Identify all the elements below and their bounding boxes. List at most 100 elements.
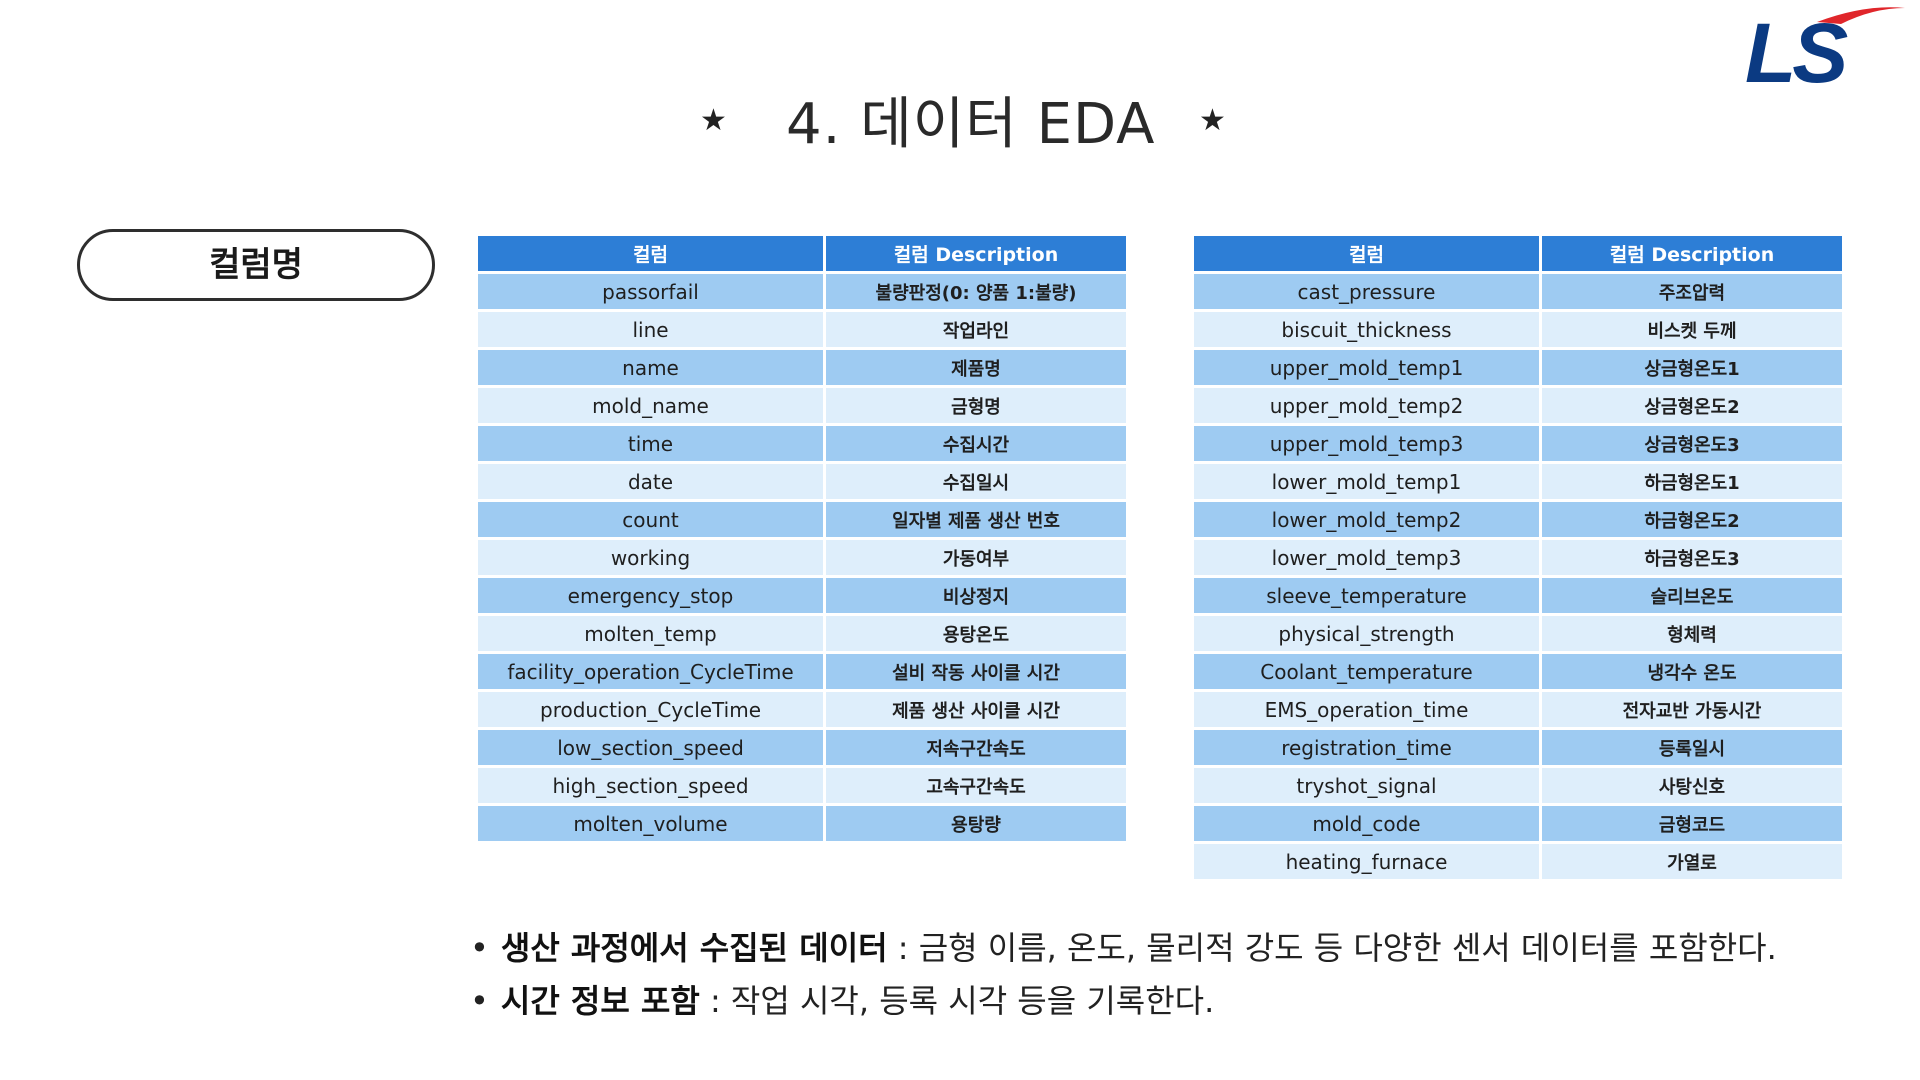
- star-icon: ★: [700, 103, 727, 138]
- table-row: EMS_operation_time 전자교반 가동시간: [1194, 692, 1842, 727]
- table-row: upper_mold_temp1 상금형온도1: [1194, 350, 1842, 385]
- table-row: count 일자별 제품 생산 번호: [478, 502, 1126, 537]
- column-name: physical_strength: [1194, 616, 1539, 651]
- description-header: 컬럼 Description: [1539, 236, 1842, 271]
- column-description: 제품명: [823, 350, 1126, 385]
- table-row: high_section_speed 고속구간속도: [478, 768, 1126, 803]
- table-row: Coolant_temperature 냉각수 온도: [1194, 654, 1842, 689]
- table-row: cast_pressure 주조압력: [1194, 274, 1842, 309]
- column-description: 제품 생산 사이클 시간: [823, 692, 1126, 727]
- column-description: 슬리브온도: [1539, 578, 1842, 613]
- column-description: 일자별 제품 생산 번호: [823, 502, 1126, 537]
- table-row: name 제품명: [478, 350, 1126, 385]
- ls-logo: LS: [1745, 6, 1905, 94]
- table-row: physical_strength 형체력: [1194, 616, 1842, 651]
- column-name: sleeve_temperature: [1194, 578, 1539, 613]
- column-name: molten_volume: [478, 806, 823, 841]
- column-table-right: 컬럼 컬럼 Description cast_pressure 주조압력 bisc…: [1194, 233, 1842, 882]
- column-description: 비스켓 두께: [1539, 312, 1842, 347]
- column-description: 비상정지: [823, 578, 1126, 613]
- table-row: passorfail 불량판정(0: 양품 1:불량): [478, 274, 1126, 309]
- column-description: 주조압력: [1539, 274, 1842, 309]
- table-row: upper_mold_temp2 상금형온도2: [1194, 388, 1842, 423]
- table-row: working 가동여부: [478, 540, 1126, 575]
- column-name: name: [478, 350, 823, 385]
- column-name: count: [478, 502, 823, 537]
- column-description: 수집시간: [823, 426, 1126, 461]
- table-row: mold_name 금형명: [478, 388, 1126, 423]
- table-row: production_CycleTime 제품 생산 사이클 시간: [478, 692, 1126, 727]
- table-header-row: 컬럼 컬럼 Description: [478, 236, 1126, 271]
- table-row: sleeve_temperature 슬리브온도: [1194, 578, 1842, 613]
- page-title: 4. 데이터 EDA: [786, 92, 1156, 157]
- column-description: 고속구간속도: [823, 768, 1126, 803]
- table-row: heating_furnace 가열로: [1194, 844, 1842, 879]
- column-name: passorfail: [478, 274, 823, 309]
- column-table-left: 컬럼 컬럼 Description passorfail 불량판정(0: 양품 1…: [478, 233, 1126, 844]
- table-row: low_section_speed 저속구간속도: [478, 730, 1126, 765]
- slide-title: ★ 4. 데이터 EDA ★: [0, 88, 1920, 162]
- table-row: upper_mold_temp3 상금형온도3: [1194, 426, 1842, 461]
- column-name: time: [478, 426, 823, 461]
- column-description: 등록일시: [1539, 730, 1842, 765]
- column-description: 전자교반 가동시간: [1539, 692, 1842, 727]
- table-row: lower_mold_temp1 하금형온도1: [1194, 464, 1842, 499]
- column-name: biscuit_thickness: [1194, 312, 1539, 347]
- column-description: 금형명: [823, 388, 1126, 423]
- table-row: registration_time 등록일시: [1194, 730, 1842, 765]
- table-row: date 수집일시: [478, 464, 1126, 499]
- column-description: 하금형온도1: [1539, 464, 1842, 499]
- column-name: upper_mold_temp3: [1194, 426, 1539, 461]
- table-header-row: 컬럼 컬럼 Description: [1194, 236, 1842, 271]
- column-description: 사탕신호: [1539, 768, 1842, 803]
- bullet-text: : 금형 이름, 온도, 물리적 강도 등 다양한 센서 데이터를 포함한다.: [887, 929, 1777, 967]
- table-row: molten_temp 용탕온도: [478, 616, 1126, 651]
- column-description: 저속구간속도: [823, 730, 1126, 765]
- column-name: low_section_speed: [478, 730, 823, 765]
- column-name: working: [478, 540, 823, 575]
- table-row: line 작업라인: [478, 312, 1126, 347]
- column-name: line: [478, 312, 823, 347]
- column-name: upper_mold_temp1: [1194, 350, 1539, 385]
- table-row: biscuit_thickness 비스켓 두께: [1194, 312, 1842, 347]
- bullet-heading: 시간 정보 포함: [500, 982, 700, 1020]
- column-header: 컬럼: [1194, 236, 1539, 271]
- column-description: 상금형온도2: [1539, 388, 1842, 423]
- column-description: 상금형온도3: [1539, 426, 1842, 461]
- column-description: 용탕량: [823, 806, 1126, 841]
- column-name: mold_name: [478, 388, 823, 423]
- column-name: upper_mold_temp2: [1194, 388, 1539, 423]
- column-name: heating_furnace: [1194, 844, 1539, 879]
- column-description: 용탕온도: [823, 616, 1126, 651]
- column-name: lower_mold_temp3: [1194, 540, 1539, 575]
- column-name: production_CycleTime: [478, 692, 823, 727]
- column-name: Coolant_temperature: [1194, 654, 1539, 689]
- column-name: registration_time: [1194, 730, 1539, 765]
- column-description: 가열로: [1539, 844, 1842, 879]
- summary-bullets: 생산 과정에서 수집된 데이터 : 금형 이름, 온도, 물리적 강도 등 다양…: [470, 922, 1890, 1028]
- column-description: 형체력: [1539, 616, 1842, 651]
- column-name: molten_temp: [478, 616, 823, 651]
- section-label: 컬럼명: [77, 229, 435, 301]
- description-header: 컬럼 Description: [823, 236, 1126, 271]
- bullet-item: 생산 과정에서 수집된 데이터 : 금형 이름, 온도, 물리적 강도 등 다양…: [470, 922, 1890, 975]
- column-description: 금형코드: [1539, 806, 1842, 841]
- table-row: facility_operation_CycleTime 설비 작동 사이클 시간: [478, 654, 1126, 689]
- column-description: 설비 작동 사이클 시간: [823, 654, 1126, 689]
- logo-text: LS: [1745, 6, 1848, 94]
- column-description: 하금형온도2: [1539, 502, 1842, 537]
- column-description: 냉각수 온도: [1539, 654, 1842, 689]
- column-description: 작업라인: [823, 312, 1126, 347]
- column-description: 가동여부: [823, 540, 1126, 575]
- column-name: facility_operation_CycleTime: [478, 654, 823, 689]
- table-row: lower_mold_temp3 하금형온도3: [1194, 540, 1842, 575]
- star-icon: ★: [1199, 103, 1226, 138]
- column-name: date: [478, 464, 823, 499]
- table-row: lower_mold_temp2 하금형온도2: [1194, 502, 1842, 537]
- column-description: 하금형온도3: [1539, 540, 1842, 575]
- column-name: lower_mold_temp2: [1194, 502, 1539, 537]
- column-name: lower_mold_temp1: [1194, 464, 1539, 499]
- column-name: cast_pressure: [1194, 274, 1539, 309]
- table-row: tryshot_signal 사탕신호: [1194, 768, 1842, 803]
- column-name: mold_code: [1194, 806, 1539, 841]
